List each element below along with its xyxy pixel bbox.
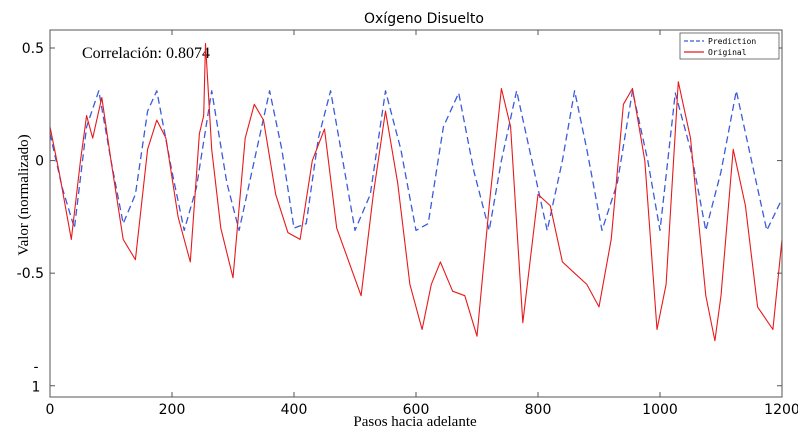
legend-label-prediction: Prediction	[708, 37, 756, 46]
x-tick-label: 400	[281, 402, 308, 418]
x-axis-label: Pasos hacia adelante	[353, 414, 477, 430]
legend-box	[679, 32, 780, 60]
y-axis-label: Valor (normalizado)	[16, 134, 32, 255]
x-tick-label: 0	[46, 402, 55, 418]
plot-frame	[49, 29, 783, 398]
x-tick-label: 1200	[764, 402, 798, 418]
x-tick-label: 1000	[642, 402, 678, 418]
x-tick-label: 200	[159, 402, 186, 418]
x-tick-label: 800	[525, 402, 552, 418]
y-tick-label: 0	[35, 154, 44, 170]
y-tick-label: 0.5	[22, 41, 44, 57]
chart-title: Oxígeno Disuelto	[364, 11, 484, 27]
y-tick-label: -0.5	[17, 266, 44, 282]
correlation-annotation: Correlación: 0.8074	[82, 45, 210, 62]
legend-label-original: Original	[708, 48, 747, 57]
y-tick-label: -1	[32, 360, 41, 396]
series-line-original	[49, 42, 783, 342]
series-line-prediction	[49, 90, 783, 232]
x-tick-label: 600	[403, 402, 430, 418]
